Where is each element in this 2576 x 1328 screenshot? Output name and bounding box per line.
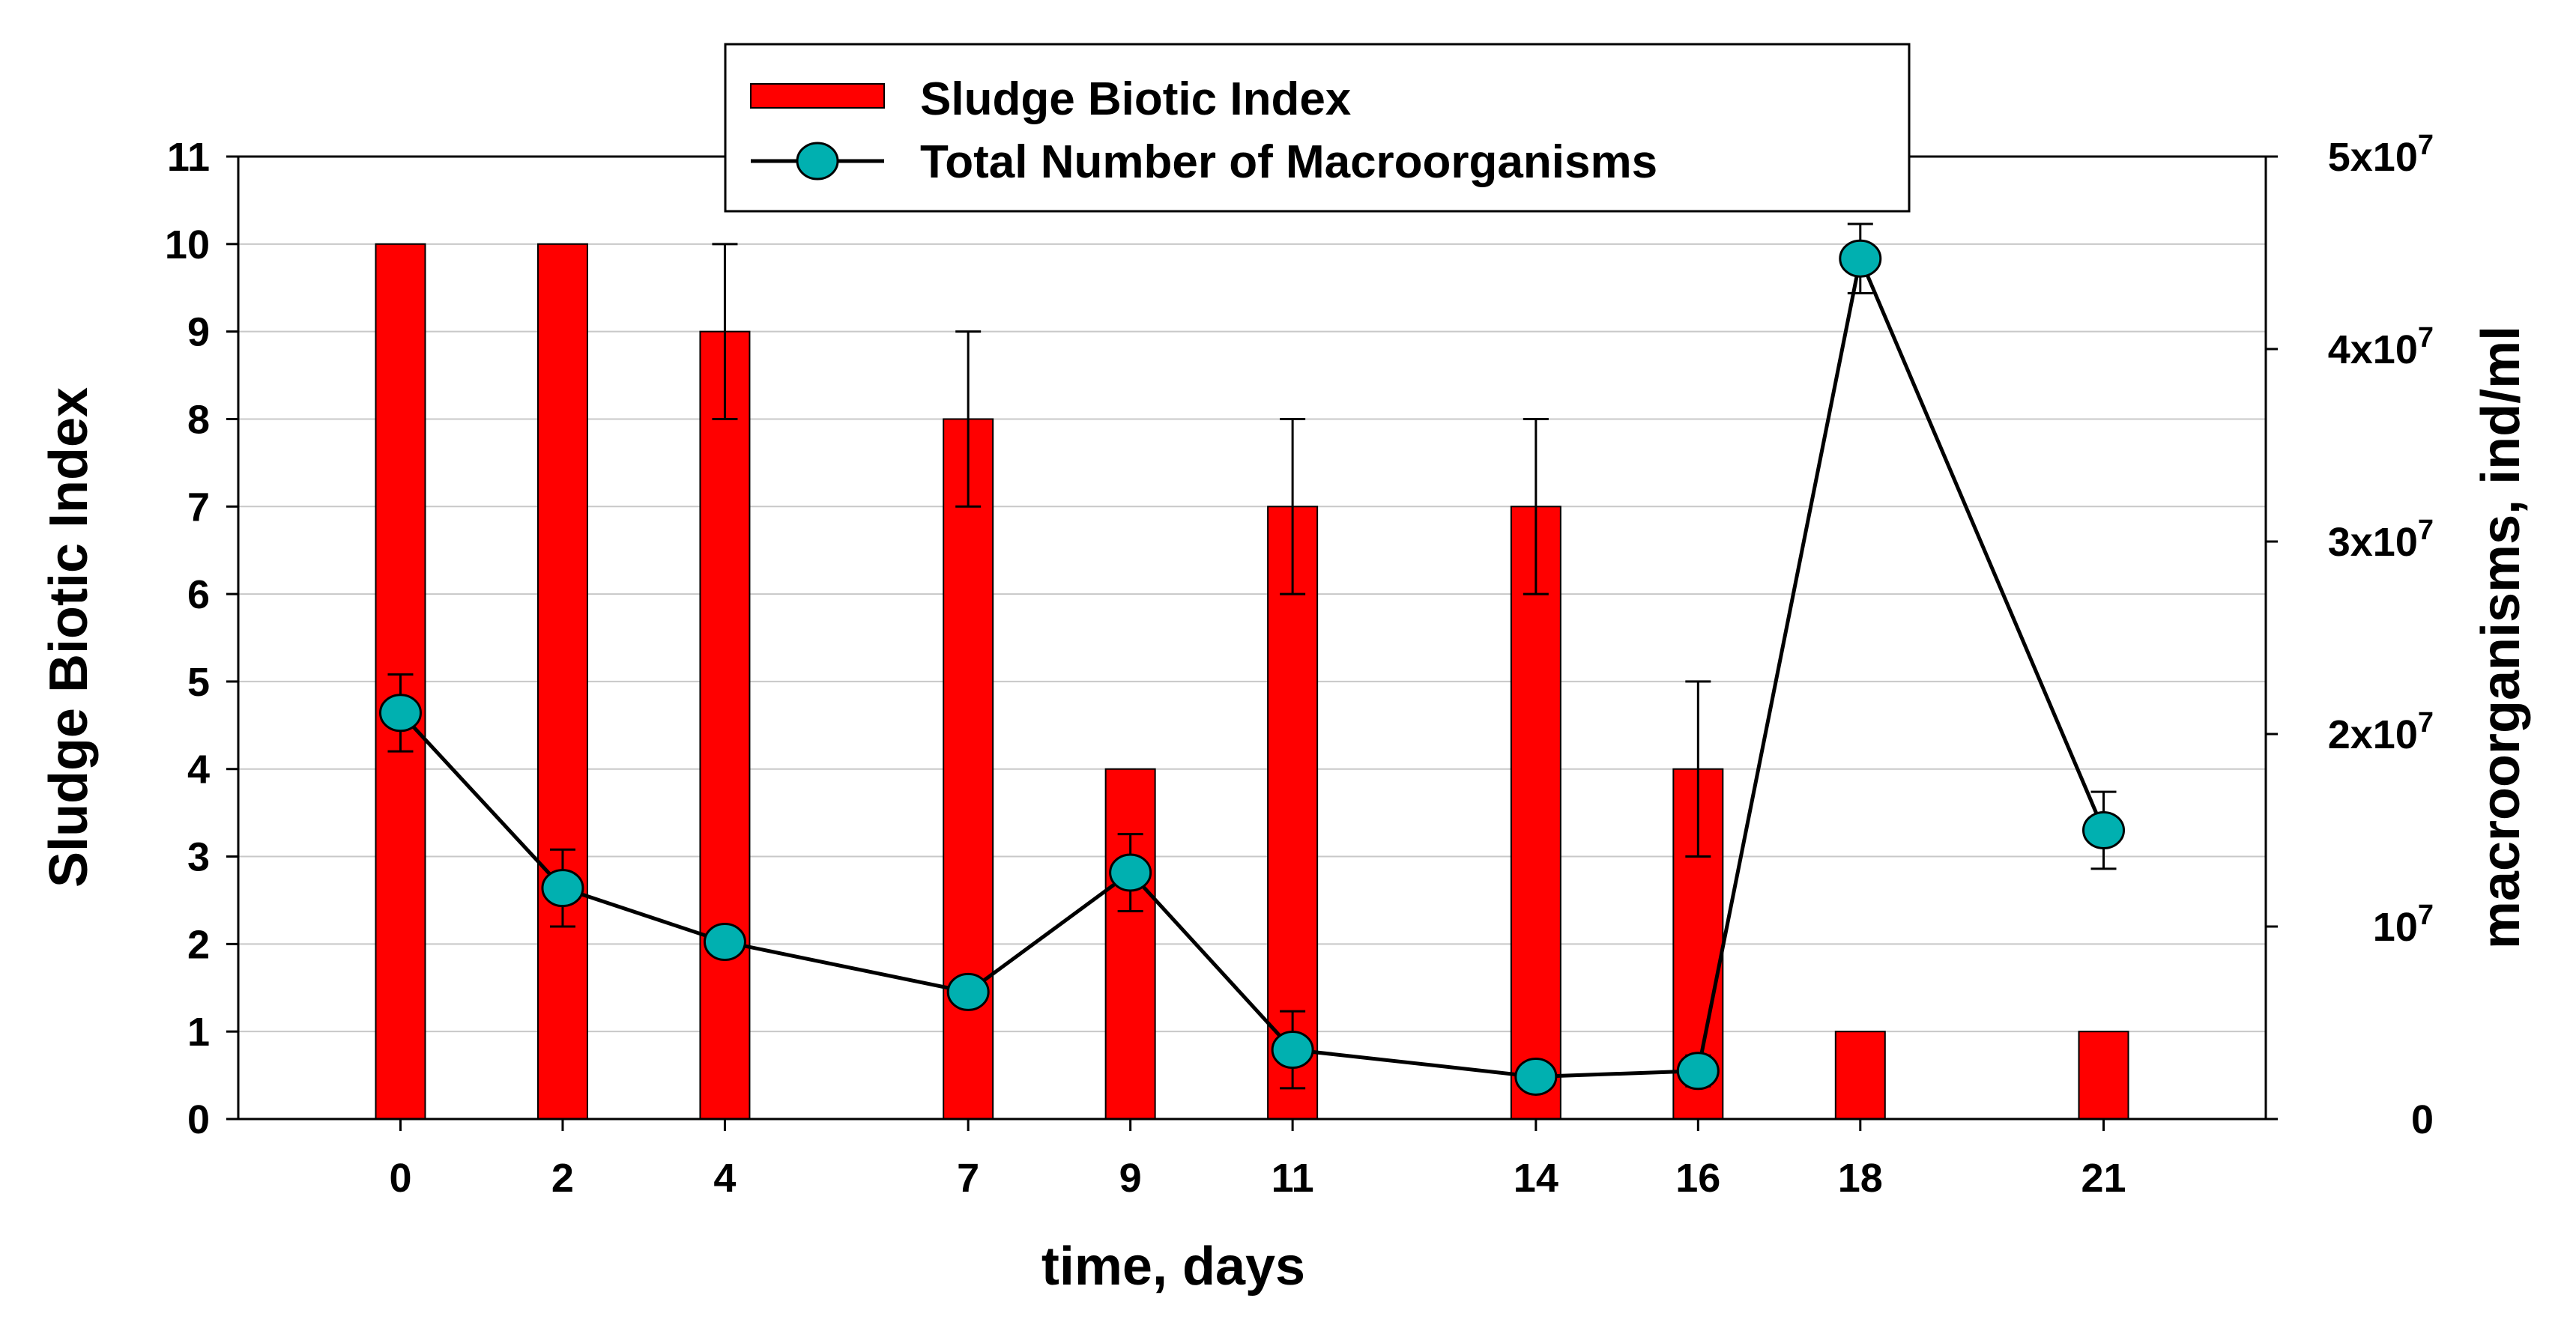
legend-label-sludge-biotic-index: Sludge Biotic Index <box>920 73 1352 125</box>
data-point <box>1271 1030 1314 1069</box>
left-tick-label: 0 <box>187 1097 210 1142</box>
x-tick-label: 7 <box>957 1156 979 1201</box>
right-tick-label: 4x107 <box>2328 322 2434 372</box>
bar <box>943 418 994 1120</box>
left-tick-label: 6 <box>187 572 210 617</box>
right-tick-label: 107 <box>2373 900 2434 950</box>
data-point <box>541 869 584 908</box>
bar <box>1510 506 1561 1120</box>
left-tick-label: 11 <box>167 135 210 180</box>
left-tick-label: 9 <box>187 310 210 355</box>
right-axis-ticks: 0 107 2x107 3x107 4x107 5x107 <box>2266 130 2434 1142</box>
bar <box>2078 1031 2129 1120</box>
left-tick-label: 8 <box>187 397 210 442</box>
bar <box>1834 1031 1886 1120</box>
data-point <box>378 694 422 733</box>
legend-bar-swatch <box>750 83 885 109</box>
right-axis-title: macroorganisms, ind/ml <box>2471 326 2531 949</box>
line-series <box>378 222 2126 1096</box>
legend: Sludge Biotic Index Total Number of Macr… <box>724 43 1911 213</box>
x-tick-label: 9 <box>1119 1156 1142 1201</box>
left-tick-label: 10 <box>165 222 210 267</box>
data-point <box>1109 853 1152 892</box>
right-tick-label: 5x107 <box>2328 130 2434 180</box>
legend-box <box>724 43 1911 213</box>
left-tick-label: 1 <box>187 1010 210 1055</box>
data-point <box>2082 811 2126 849</box>
left-tick-label: 3 <box>187 835 210 880</box>
bar-error-bars <box>712 243 1711 858</box>
legend-marker <box>796 142 839 181</box>
bar <box>536 243 588 1120</box>
bar <box>699 330 751 1120</box>
x-tick-label: 21 <box>2081 1156 2126 1201</box>
left-tick-label: 2 <box>187 922 210 967</box>
left-tick-label: 5 <box>187 660 210 705</box>
right-tick-label: 3x107 <box>2328 515 2434 565</box>
x-tick-label: 4 <box>713 1156 736 1201</box>
left-axis-ticks: 0 1 2 3 4 5 6 7 8 9 10 11 <box>165 135 238 1142</box>
x-tick-label: 16 <box>1675 1156 1720 1201</box>
left-tick-label: 4 <box>187 748 210 792</box>
bar <box>1104 768 1156 1121</box>
right-tick-label: 0 <box>2411 1097 2434 1142</box>
x-tick-label: 11 <box>1272 1156 1314 1201</box>
left-axis-title: Sludge Biotic Index <box>39 387 99 888</box>
x-tick-label: 18 <box>1838 1156 1883 1201</box>
data-point <box>1676 1052 1720 1091</box>
x-tick-label: 0 <box>389 1156 411 1201</box>
x-axis-title: time, days <box>1041 1237 1305 1297</box>
data-point <box>1839 239 1882 278</box>
x-axis-ticks: 0 2 4 7 9 11 14 16 18 21 <box>389 1119 2126 1201</box>
data-point <box>703 923 746 962</box>
data-point <box>946 972 990 1011</box>
x-tick-label: 14 <box>1514 1156 1558 1201</box>
macroorganisms-line <box>399 256 2105 1079</box>
legend-label-macroorganisms: Total Number of Macroorganisms <box>920 136 1657 188</box>
left-tick-label: 7 <box>187 485 210 530</box>
right-tick-label: 2x107 <box>2328 707 2434 757</box>
x-tick-label: 2 <box>551 1156 574 1201</box>
data-point <box>1514 1057 1558 1096</box>
